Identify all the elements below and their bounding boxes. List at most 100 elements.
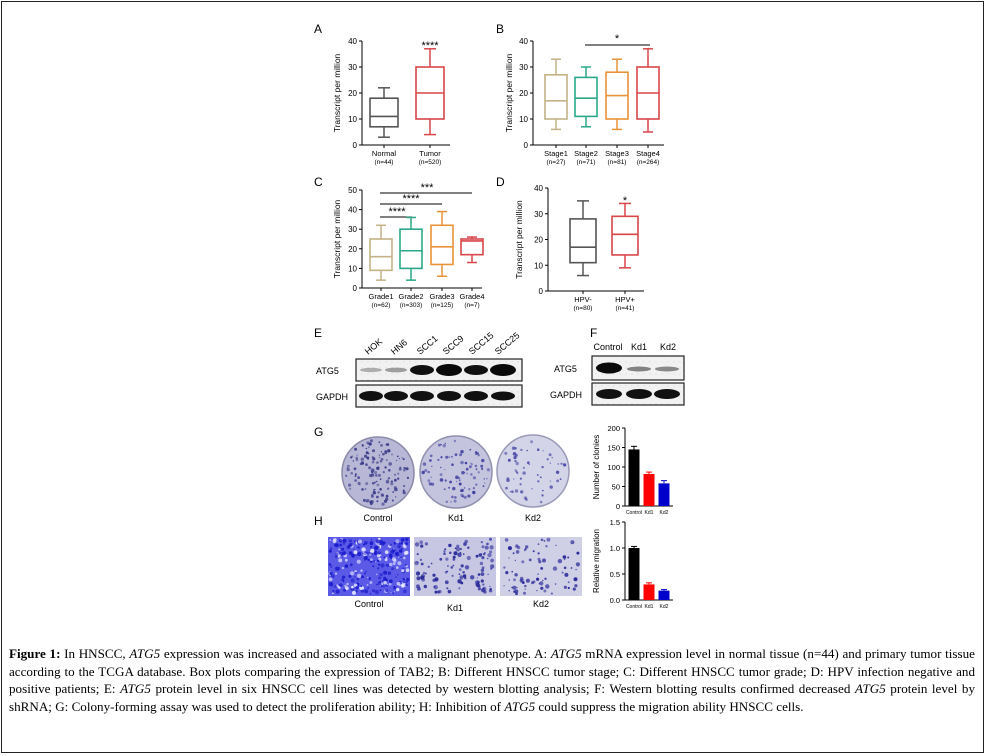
colony-dot [557,463,559,465]
colony-dot [372,449,375,453]
migrated-cell-dot [375,539,380,544]
colony-dot [396,455,399,458]
colony-dot [461,495,464,498]
migrated-cell-dot [387,545,390,548]
migrated-cell-dot [443,552,446,555]
colony-dot [384,466,387,469]
x-n-label-C: (n=62) [372,302,391,309]
migrated-cell-dot [458,573,461,576]
colony-dot [366,498,370,503]
colony-dot [429,454,433,458]
box-body [369,97,399,128]
migrated-cell-dot [516,586,518,589]
colony-dot [359,484,361,486]
x-tick-label-B: Stage2 [574,149,598,158]
migrated-cell-dot [399,549,403,553]
migrated-cell-dot [536,590,538,592]
migrated-cell-dot [432,578,436,582]
panel-letter-c: C [314,175,323,189]
migrated-cell-dot [344,558,348,562]
migrated-cell-dot [554,583,557,585]
migrated-cell-dot [423,584,427,589]
migrated-cell-dot [401,569,405,573]
caption-segment: could suppress the migration ability HNS… [535,698,804,714]
migrated-cell-dot [552,566,558,571]
colony-dot [360,461,365,465]
colony-dot [486,468,491,472]
migrated-cell-dot [400,547,403,550]
migrated-cell-dot [481,556,485,560]
y-tick-label-B: 0 [524,141,529,150]
migrated-cell-dot [422,571,426,575]
blot-e-row-atg5: ATG5 [316,366,339,376]
y-tick-label-C: 40 [348,206,357,215]
migrated-cell-dot [458,568,462,571]
colony-dot [542,489,544,492]
migrated-cell-dot [405,577,410,582]
colony-dot [456,480,458,483]
colony-dot [450,501,452,503]
colony-dot [442,444,446,448]
migrated-cell-dot [540,586,544,590]
colony-dot [376,500,379,503]
colony-dot [455,475,459,480]
x-n-label-A: (n=44) [375,159,394,166]
colony-dot [477,471,480,474]
colony-dot [354,479,357,482]
y-axis-label-G: Number of clonies [592,435,601,499]
migrated-cell-dot [480,541,483,544]
colony-dot [368,453,370,455]
blot-e-lane-scc1: SCC1 [415,333,440,356]
sig-label-b: * [615,33,620,45]
migrated-cell-dot [403,545,407,549]
migrated-cell-dot [540,538,544,542]
caption-gene-name: ATG5 [504,698,536,714]
migrated-cell-dot [480,553,483,555]
colony-dot [537,480,540,483]
colony-dot [385,494,389,498]
migrated-cell-dot [504,538,509,542]
migrated-cell-dot [344,564,349,568]
colony-dot [470,473,473,476]
colony-dot [386,459,388,461]
colony-dot [388,462,393,466]
migrated-cell-dot [488,589,493,593]
box-C-3 [460,236,484,264]
box-B-3 [636,48,660,133]
colony-dot [366,441,370,445]
migrated-cell-dot [348,574,352,578]
colony-dot [530,440,534,444]
migrated-cell-dot [394,567,397,569]
colony-dot [361,444,364,447]
migrated-cell-dot [487,573,489,576]
migrated-cell-dot [364,541,368,545]
migrated-cell-dot [482,586,487,592]
colony-dot [403,484,406,488]
colony-dot [548,453,552,457]
colony-dot [406,476,409,479]
migrated-cell-dot [540,567,544,570]
colony-dot [477,454,480,457]
panel-letter-e: E [314,326,322,340]
y-axis-label-B: Transcript per million [504,53,514,132]
colony-dot [422,462,427,466]
migrated-cell-dot [567,581,570,584]
migrated-cell-dot [513,590,516,593]
migrated-cell-dot [395,576,397,578]
blot-e-lane-hok: HOK [363,336,384,356]
colony-dot [531,488,533,490]
migrated-cell-dot [576,551,580,555]
migrated-cell-dot [486,542,489,546]
colony-dot [369,502,373,505]
colony-dot [371,460,375,464]
colony-dot [437,458,440,461]
colony-dot [377,473,381,477]
migrated-cell-dot [503,566,506,569]
colony-dot [445,500,448,503]
x-tick-label-C: Grade4 [459,292,484,301]
migrated-cell-dot [370,558,373,561]
colony-dot [376,495,379,499]
x-tick-label-B: Stage3 [605,149,629,158]
migrated-cell-dot [452,558,456,561]
colony-dot [392,491,395,493]
